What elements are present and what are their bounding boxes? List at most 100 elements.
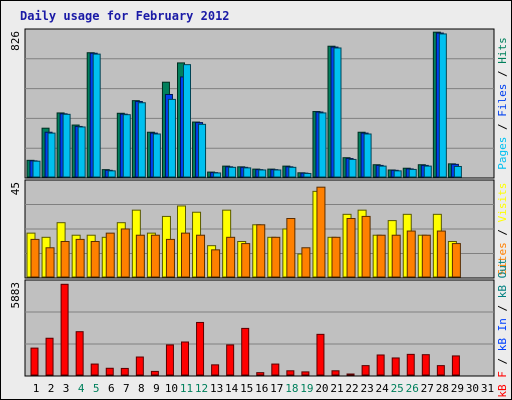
panel-kb — [24, 279, 495, 377]
x-tick-day-14: 14 — [225, 382, 239, 395]
bar-kb-kb-f-day-14 — [226, 344, 235, 376]
x-tick-day-29: 29 — [451, 382, 464, 395]
panel-hits-files-pages — [24, 28, 495, 179]
legend-hits-files-pages: Pages / Files / Hits — [496, 37, 509, 170]
bar-hits-files-pages-pages-day-10 — [167, 98, 176, 178]
x-tick-day-4: 4 — [78, 382, 85, 395]
bar-sites-visits-sites-day-21 — [331, 236, 341, 278]
bar-hits-files-pages-pages-day-20 — [318, 112, 327, 178]
bar-kb-kb-f-day-7 — [120, 367, 129, 376]
bar-hits-files-pages-pages-day-29 — [453, 165, 462, 178]
bar-sites-visits-sites-day-24 — [376, 234, 386, 278]
legend-part: / — [496, 117, 509, 137]
x-tick-day-6: 6 — [108, 382, 115, 395]
x-tick-day-16: 16 — [255, 382, 268, 395]
legend-part: / — [496, 64, 509, 84]
x-tick-day-31: 31 — [481, 382, 494, 395]
bar-sites-visits-sites-day-13 — [211, 249, 221, 278]
x-tick-day-19: 19 — [300, 382, 313, 395]
bar-kb-kb-f-day-3 — [60, 283, 69, 376]
x-tick-day-20: 20 — [315, 382, 328, 395]
bar-kb-kb-f-day-27 — [421, 354, 430, 376]
bar-hits-files-pages-pages-day-8 — [137, 102, 146, 178]
x-tick-day-23: 23 — [360, 382, 373, 395]
bar-hits-files-pages-pages-day-3 — [62, 113, 71, 178]
bar-hits-files-pages-pages-day-2 — [47, 132, 56, 178]
chart-title: Daily usage for February 2012 — [20, 9, 230, 23]
x-tick-day-28: 28 — [436, 382, 449, 395]
bar-hits-files-pages-pages-day-9 — [152, 133, 161, 178]
bar-kb-kb-f-day-18 — [286, 370, 295, 376]
bar-kb-kb-f-day-26 — [406, 353, 415, 376]
bar-kb-kb-f-day-20 — [316, 333, 325, 376]
x-tick-day-5: 5 — [93, 382, 100, 395]
bar-hits-files-pages-pages-day-25 — [393, 170, 402, 178]
bar-kb-kb-f-day-28 — [436, 365, 445, 376]
legend-part: kB F — [496, 371, 509, 398]
bar-kb-kb-f-day-6 — [105, 367, 114, 376]
bar-kb-kb-f-day-24 — [376, 354, 385, 376]
bar-kb-kb-f-day-8 — [135, 356, 144, 376]
bar-sites-visits-sites-day-17 — [271, 236, 281, 278]
bar-hits-files-pages-pages-day-23 — [363, 133, 372, 178]
y-max-label: 826 — [9, 31, 22, 51]
bar-sites-visits-sites-day-14 — [226, 236, 236, 278]
bar-sites-visits-sites-day-29 — [451, 243, 461, 278]
bar-kb-kb-f-day-5 — [90, 363, 99, 376]
y-max-label: 45 — [9, 182, 22, 195]
x-tick-day-18: 18 — [285, 382, 298, 395]
bar-kb-kb-f-day-17 — [271, 363, 280, 376]
bar-hits-files-pages-pages-day-13 — [213, 172, 222, 178]
bar-hits-files-pages-pages-day-1 — [32, 160, 41, 178]
bar-hits-files-pages-pages-day-24 — [378, 165, 387, 178]
bar-kb-kb-f-day-11 — [181, 341, 189, 376]
bar-sites-visits-sites-day-6 — [105, 232, 115, 278]
x-tick-day-21: 21 — [330, 382, 343, 395]
bar-sites-visits-sites-day-28 — [436, 230, 446, 278]
legend-part: kB Out — [496, 258, 509, 298]
bar-hits-files-pages-pages-day-18 — [288, 166, 297, 178]
bar-hits-files-pages-pages-day-7 — [122, 114, 131, 178]
bar-sites-visits-sites-day-1 — [30, 238, 40, 278]
bar-sites-visits-sites-day-26 — [406, 230, 416, 278]
legend-part: / — [496, 222, 509, 242]
bar-hits-files-pages-pages-day-28 — [438, 33, 447, 178]
bar-kb-kb-f-day-19 — [301, 371, 310, 376]
x-tick-day-24: 24 — [376, 382, 390, 395]
bar-sites-visits-sites-day-11 — [181, 232, 190, 278]
bar-hits-files-pages-pages-day-4 — [77, 126, 86, 178]
bar-kb-kb-f-day-12 — [196, 321, 205, 376]
bar-kb-kb-f-day-23 — [361, 365, 370, 376]
bar-sites-visits-sites-day-27 — [421, 234, 431, 278]
bar-kb-kb-f-day-15 — [241, 327, 250, 376]
bar-sites-visits-sites-day-10 — [165, 238, 175, 278]
x-tick-day-7: 7 — [123, 382, 130, 395]
legend-part: Hits — [496, 37, 509, 64]
legend-part: / — [496, 351, 509, 371]
bar-sites-visits-sites-day-2 — [45, 247, 55, 278]
x-tick-day-10: 10 — [165, 382, 178, 395]
bar-sites-visits-sites-day-7 — [120, 228, 130, 278]
bar-sites-visits-sites-day-12 — [196, 234, 206, 278]
bar-hits-files-pages-pages-day-16 — [258, 169, 267, 178]
x-tick-day-2: 2 — [48, 382, 55, 395]
bar-kb-kb-f-day-29 — [451, 355, 460, 376]
x-tick-day-30: 30 — [466, 382, 479, 395]
bar-hits-files-pages-pages-day-17 — [273, 169, 282, 178]
bar-kb-kb-f-day-13 — [211, 364, 220, 376]
bar-sites-visits-sites-day-20 — [316, 186, 326, 278]
bar-hits-files-pages-pages-day-27 — [423, 165, 432, 178]
bar-kb-kb-f-day-9 — [150, 370, 159, 376]
bar-kb-kb-f-day-2 — [45, 337, 54, 376]
x-tick-day-11: 11 — [180, 382, 193, 395]
bar-kb-kb-f-day-1 — [30, 347, 39, 376]
x-tick-day-3: 3 — [63, 382, 70, 395]
legend-part: Visits — [496, 183, 509, 223]
bar-hits-files-pages-pages-day-12 — [198, 123, 207, 178]
bar-sites-visits-sites-day-19 — [301, 247, 311, 278]
x-tick-day-15: 15 — [240, 382, 253, 395]
x-tick-day-8: 8 — [138, 382, 145, 395]
x-tick-day-1: 1 — [33, 382, 40, 395]
bar-hits-files-pages-pages-day-21 — [333, 47, 342, 178]
